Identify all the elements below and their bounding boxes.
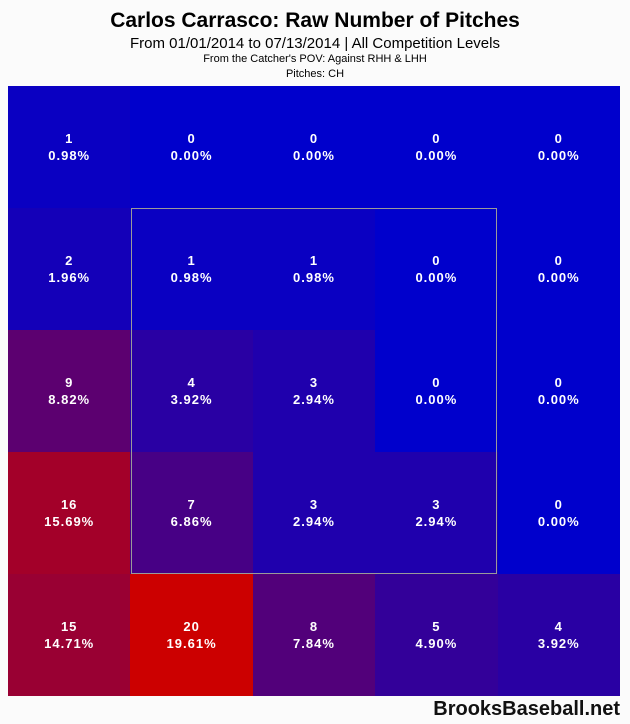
heatmap-cell: 0 0.00%	[497, 208, 620, 330]
heatmap-cell: 0 0.00%	[497, 86, 620, 208]
cell-percent: 4.90%	[415, 636, 458, 651]
cell-percent: 0.00%	[537, 392, 580, 407]
heatmap-cell: 0 0.00%	[375, 330, 498, 452]
cell-percent: 2.94%	[293, 392, 335, 407]
chart-subtitle: From 01/01/2014 to 07/13/2014 | All Comp…	[130, 35, 500, 52]
cell-percent: 3.92%	[170, 392, 213, 407]
heatmap-cell: 0 0.00%	[375, 208, 498, 330]
cell-percent: 1.96%	[48, 270, 91, 285]
cell-count: 1	[65, 131, 74, 146]
cell-percent: 0.98%	[293, 270, 335, 285]
heatmap-cell: 7 6.86%	[130, 452, 253, 574]
heatmap-cell: 15 14.71%	[8, 574, 131, 696]
cell-percent: 0.98%	[48, 148, 91, 163]
cell-count: 0	[554, 253, 563, 268]
heatmap-cell: 0 0.00%	[497, 330, 620, 452]
cell-count: 1	[309, 253, 319, 268]
cell-count: 15	[60, 619, 78, 634]
cell-percent: 2.94%	[415, 514, 458, 529]
heatmap-cell: 3 2.94%	[375, 452, 498, 574]
heatmap-cell: 1 0.98%	[252, 208, 376, 330]
cell-percent: 15.69%	[44, 514, 95, 529]
heatmap-cell: 4 3.92%	[130, 330, 253, 452]
cell-percent: 8.82%	[48, 392, 91, 407]
cell-percent: 0.00%	[170, 148, 213, 163]
cell-count: 0	[554, 497, 563, 512]
cell-count: 0	[554, 375, 563, 390]
heatmap-grid: 1 0.98% 0 0.00% 0 0.00% 0 0.00% 0 0.00% 2 1.96% 1 0.9…	[8, 86, 620, 696]
cell-percent: 0.00%	[537, 148, 580, 163]
heatmap-cell: 9 8.82%	[8, 330, 131, 452]
cell-count: 3	[309, 497, 319, 512]
cell-percent: 6.86%	[170, 514, 213, 529]
cell-count: 0	[554, 131, 563, 146]
heatmap-cell: 0 0.00%	[497, 452, 620, 574]
cell-percent: 19.61%	[166, 636, 217, 651]
cell-percent: 7.84%	[293, 636, 335, 651]
heatmap-cell: 4 3.92%	[497, 574, 620, 696]
cell-count: 4	[554, 619, 563, 634]
cell-count: 2	[65, 253, 74, 268]
cell-percent: 0.00%	[537, 514, 580, 529]
heatmap-cell: 0 0.00%	[252, 86, 376, 208]
cell-count: 0	[187, 131, 196, 146]
cell-percent: 0.00%	[415, 270, 458, 285]
heatmap-cell: 0 0.00%	[130, 86, 253, 208]
cell-count: 1	[187, 253, 196, 268]
brand-logo-text: BrooksBaseball.net	[433, 698, 620, 720]
heatmap-cell: 0 0.00%	[375, 86, 498, 208]
heatmap-cell: 3 2.94%	[252, 452, 376, 574]
heatmap-cell: 1 0.98%	[130, 208, 253, 330]
heatmap-cell: 1 0.98%	[8, 86, 131, 208]
cell-count: 0	[432, 131, 441, 146]
heatmap-cell: 8 7.84%	[252, 574, 376, 696]
heatmap-cell: 5 4.90%	[375, 574, 498, 696]
cell-count: 9	[65, 375, 74, 390]
cell-count: 7	[187, 497, 196, 512]
cell-count: 4	[187, 375, 196, 390]
pov-label: From the Catcher's POV: Against RHH & LH…	[203, 53, 427, 65]
cell-count: 20	[183, 619, 200, 634]
cell-count: 16	[60, 497, 78, 512]
cell-percent: 3.92%	[537, 636, 580, 651]
cell-percent: 2.94%	[293, 514, 335, 529]
chart-title: Carlos Carrasco: Raw Number of Pitches	[110, 9, 520, 32]
cell-count: 0	[309, 131, 319, 146]
cell-percent: 0.00%	[537, 270, 580, 285]
cell-percent: 0.98%	[170, 270, 213, 285]
cell-percent: 14.71%	[44, 636, 95, 651]
heatmap-cell: 16 15.69%	[8, 452, 131, 574]
heatmap-cell: 2 1.96%	[8, 208, 131, 330]
cell-count: 0	[432, 375, 441, 390]
cell-count: 5	[432, 619, 441, 634]
cell-percent: 0.00%	[415, 392, 458, 407]
cell-percent: 0.00%	[415, 148, 458, 163]
cell-count: 3	[432, 497, 441, 512]
cell-percent: 0.00%	[293, 148, 335, 163]
cell-count: 8	[309, 619, 319, 634]
heatmap-cell: 20 19.61%	[130, 574, 253, 696]
heatmap-cell: 3 2.94%	[252, 330, 376, 452]
pitch-type-label: Pitches: CH	[285, 68, 345, 80]
cell-count: 0	[432, 253, 441, 268]
cell-count: 3	[309, 375, 319, 390]
